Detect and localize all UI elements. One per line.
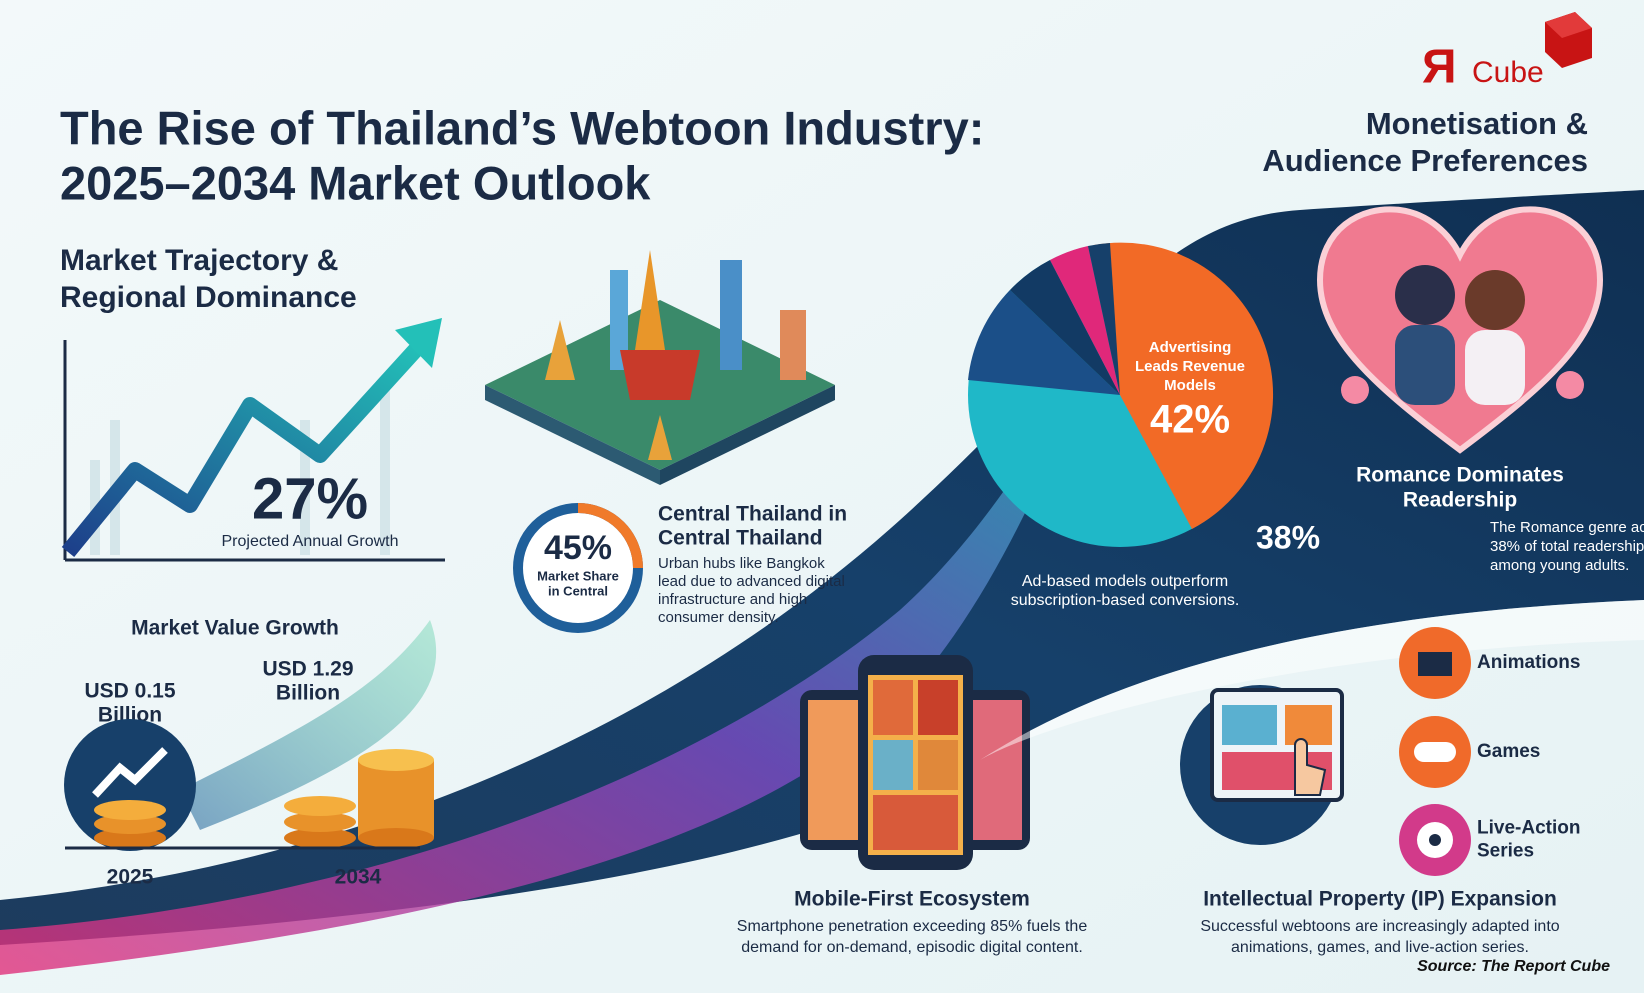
value-label: Billion: [98, 704, 162, 727]
section-heading: Regional Dominance: [60, 281, 357, 314]
section-heading: Audience Preferences: [1262, 143, 1588, 178]
romance-value: 38%: [1256, 519, 1320, 555]
section-heading: Central Thailand: [658, 527, 823, 550]
pie-label: Advertising: [1149, 339, 1232, 356]
year-label: 2034: [335, 866, 382, 889]
wave-edge: [980, 600, 1644, 760]
title: 2025–2034 Market Outlook: [60, 156, 651, 209]
body-text: among young adults.: [1490, 557, 1629, 574]
body-text: The Romance genre accounts for: [1490, 519, 1644, 536]
pie-caption: Ad-based models outperform: [1022, 573, 1228, 590]
body-text: demand for on-demand, episodic digital c…: [741, 939, 1083, 956]
value-swoosh: [180, 620, 437, 830]
share-label: Market Share: [537, 568, 619, 583]
body-text: Successful webtoons are increasingly ada…: [1200, 918, 1559, 935]
section-heading: Market Value Growth: [131, 617, 339, 640]
section-heading: Readership: [1403, 489, 1517, 512]
ip-illustration: [1180, 627, 1471, 876]
share-label: in Central: [548, 583, 608, 598]
body-text: animations, games, and live-action serie…: [1231, 939, 1529, 956]
section-heading: Market Trajectory &: [60, 244, 338, 277]
section-heading: Romance Dominates: [1356, 464, 1564, 487]
ip-item-label: Games: [1477, 741, 1540, 762]
coins-illustration: [64, 719, 434, 851]
city-illustration: [485, 250, 835, 485]
body-text: 38% of total readership, particularly: [1490, 538, 1644, 555]
color-streak: [0, 300, 1130, 975]
value-label: Billion: [276, 682, 340, 705]
pie-value: 42%: [1150, 398, 1230, 442]
section-heading: Mobile-First Ecosystem: [794, 888, 1030, 911]
growth-value: 27%: [252, 466, 368, 531]
logo-mark: Я: [1422, 41, 1457, 94]
pie-label: Leads Revenue: [1135, 358, 1245, 375]
share-ring-accent: [577, 503, 643, 569]
growth-label: Projected Annual Growth: [222, 533, 399, 550]
ip-item-label: Animations: [1477, 652, 1580, 673]
ip-item-label: Live-Action: [1477, 818, 1580, 839]
growth-illustration: [61, 318, 445, 562]
ip-item-label: Series: [1477, 841, 1534, 862]
year-label: 2025: [107, 866, 154, 889]
body-text: Urban hubs like Bangkok: [658, 555, 825, 572]
logo-text: Cube: [1472, 56, 1544, 89]
pie-illustration: [968, 242, 1274, 547]
section-heading: Central Thailand in: [658, 503, 847, 526]
share-value: 45%: [544, 529, 612, 567]
body-text: lead due to advanced digital: [658, 573, 845, 590]
section-heading: Monetisation &: [1366, 106, 1588, 141]
pie-label: Models: [1164, 377, 1216, 394]
value-label: USD 1.29: [262, 658, 353, 681]
body-text: Smartphone penetration exceeding 85% fue…: [737, 918, 1088, 935]
source: Source: The Report Cube: [1417, 958, 1610, 975]
title: The Rise of Thailand’s Webtoon Industry:: [60, 101, 984, 154]
phones-illustration: [800, 655, 1030, 870]
heart-illustration: [1316, 206, 1604, 454]
logo: Я Cube: [1422, 12, 1592, 94]
value-label: USD 0.15: [84, 680, 175, 703]
section-heading: Intellectual Property (IP) Expansion: [1203, 888, 1557, 911]
pie-caption: subscription-based conversions.: [1011, 592, 1240, 609]
body-text: infrastructure and high: [658, 591, 807, 608]
body-text: consumer density.: [658, 609, 779, 626]
